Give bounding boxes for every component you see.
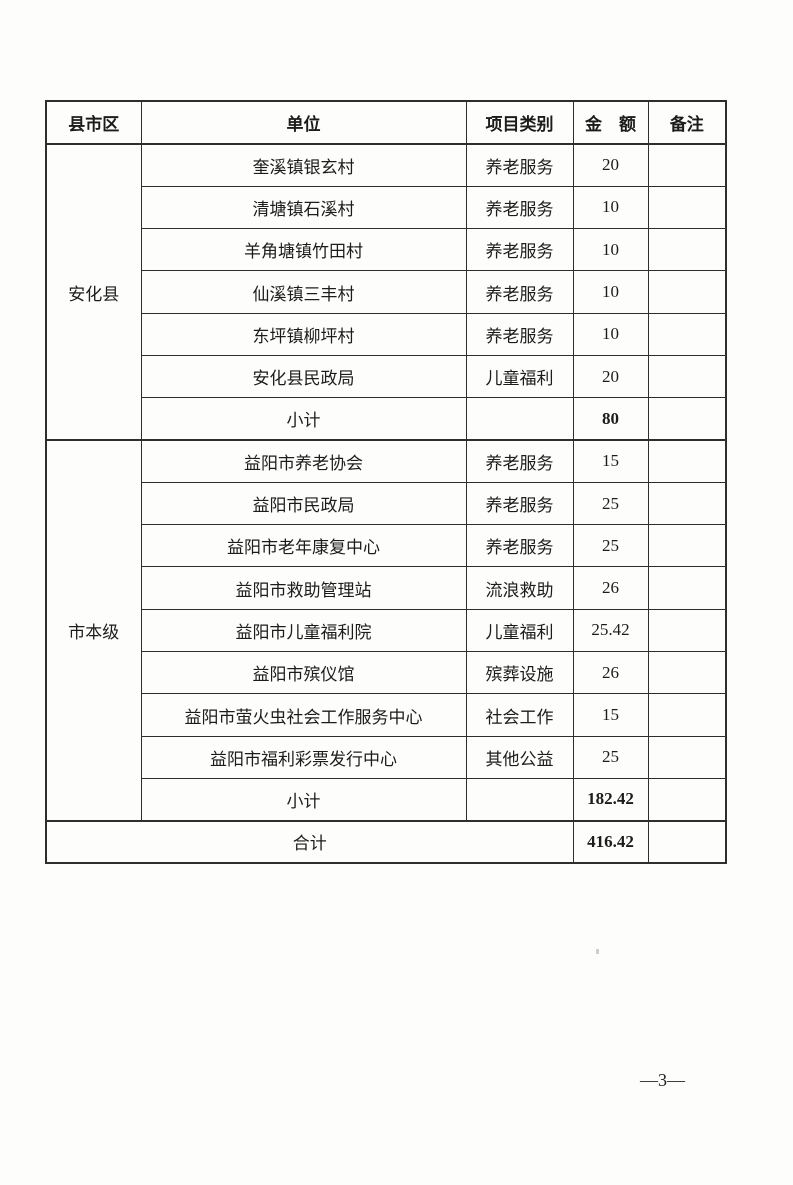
category-cell: 养老服务 bbox=[465, 228, 574, 272]
note-cell bbox=[647, 566, 727, 610]
category-cell: 其他公益 bbox=[465, 735, 574, 779]
funding-allocation-table: 县市区 单位 项目类别 金 额 备注 安化县 奎溪镇银玄村 养老服务 20 清塘… bbox=[45, 100, 727, 865]
subtotal-row: 小计 182.42 bbox=[46, 777, 727, 822]
unit-cell: 安化县民政局 bbox=[140, 354, 467, 399]
category-cell bbox=[465, 397, 574, 441]
category-cell: 养老服务 bbox=[465, 439, 574, 483]
amount-cell: 25.42 bbox=[572, 608, 649, 653]
unit-cell: 益阳市老年康复中心 bbox=[140, 524, 467, 568]
note-cell bbox=[647, 185, 727, 230]
subtotal-amount-cell: 80 bbox=[572, 397, 649, 441]
table-row: 市本级 益阳市养老协会 养老服务 15 bbox=[45, 439, 727, 822]
table-row: 益阳市萤火虫社会工作服务中心 社会工作 15 bbox=[46, 693, 727, 737]
amount-cell: 26 bbox=[572, 651, 649, 695]
amount-cell: 10 bbox=[572, 270, 649, 314]
note-cell bbox=[647, 354, 727, 399]
table-row: 羊角塘镇竹田村 养老服务 10 bbox=[46, 228, 727, 272]
category-cell: 养老服务 bbox=[465, 142, 574, 187]
header-note: 备注 bbox=[647, 100, 727, 145]
note-cell bbox=[647, 651, 727, 695]
amount-cell: 25 bbox=[572, 735, 649, 779]
header-amount: 金 额 bbox=[572, 100, 649, 145]
table-row: 益阳市老年康复中心 养老服务 25 bbox=[46, 524, 727, 568]
note-cell bbox=[647, 270, 727, 314]
unit-cell: 仙溪镇三丰村 bbox=[140, 270, 467, 314]
subtotal-label-cell: 小计 bbox=[140, 777, 467, 822]
amount-cell: 20 bbox=[572, 142, 649, 187]
note-cell bbox=[647, 777, 727, 822]
amount-cell: 10 bbox=[572, 185, 649, 230]
category-cell: 社会工作 bbox=[465, 693, 574, 737]
table-row: 东坪镇柳坪村 养老服务 10 bbox=[46, 312, 727, 356]
category-cell: 儿童福利 bbox=[465, 608, 574, 653]
note-cell bbox=[647, 397, 727, 441]
amount-cell: 26 bbox=[572, 566, 649, 610]
note-cell bbox=[647, 735, 727, 779]
unit-cell: 益阳市养老协会 bbox=[140, 439, 467, 483]
unit-cell: 益阳市救助管理站 bbox=[140, 566, 467, 610]
category-cell: 养老服务 bbox=[465, 185, 574, 230]
region-cell: 安化县 bbox=[45, 142, 142, 441]
unit-cell: 益阳市民政局 bbox=[140, 481, 467, 526]
category-cell: 养老服务 bbox=[465, 524, 574, 568]
amount-cell: 25 bbox=[572, 481, 649, 526]
header-row: 县市区 单位 项目类别 金 额 备注 bbox=[45, 100, 727, 145]
note-cell bbox=[647, 481, 727, 526]
amount-cell: 25 bbox=[572, 524, 649, 568]
unit-cell: 益阳市萤火虫社会工作服务中心 bbox=[140, 693, 467, 737]
category-cell bbox=[465, 777, 574, 822]
table-row: 清塘镇石溪村 养老服务 10 bbox=[46, 185, 727, 230]
unit-cell: 益阳市福利彩票发行中心 bbox=[140, 735, 467, 779]
note-cell bbox=[647, 439, 727, 483]
note-cell bbox=[647, 693, 727, 737]
region-cell: 市本级 bbox=[45, 439, 142, 822]
subtotal-amount-cell: 182.42 bbox=[572, 777, 649, 822]
note-cell bbox=[647, 312, 727, 356]
unit-cell: 益阳市儿童福利院 bbox=[140, 608, 467, 653]
table-row: 安化县民政局 儿童福利 20 bbox=[46, 354, 727, 399]
note-cell bbox=[647, 524, 727, 568]
subtotal-label-cell: 小计 bbox=[140, 397, 467, 441]
header-region: 县市区 bbox=[45, 100, 142, 145]
category-cell: 养老服务 bbox=[465, 481, 574, 526]
unit-cell: 清塘镇石溪村 bbox=[140, 185, 467, 230]
subtotal-row: 小计 80 bbox=[46, 397, 727, 441]
table-row: 益阳市殡仪馆 殡葬设施 26 bbox=[46, 651, 727, 695]
amount-cell: 10 bbox=[572, 312, 649, 356]
table-row: 益阳市民政局 养老服务 25 bbox=[46, 481, 727, 526]
category-cell: 儿童福利 bbox=[465, 354, 574, 399]
page-number: —3— bbox=[640, 1070, 685, 1090]
category-cell: 流浪救助 bbox=[465, 566, 574, 610]
category-cell: 殡葬设施 bbox=[465, 651, 574, 695]
note-cell bbox=[647, 608, 727, 653]
scan-artifact-speck bbox=[596, 949, 599, 954]
total-label-cell: 合计 bbox=[45, 819, 574, 864]
table-row: 益阳市救助管理站 流浪救助 26 bbox=[46, 566, 727, 610]
unit-cell: 东坪镇柳坪村 bbox=[140, 312, 467, 356]
table-row: 益阳市儿童福利院 儿童福利 25.42 bbox=[46, 608, 727, 653]
table-row: 安化县 奎溪镇银玄村 养老服务 20 bbox=[45, 142, 727, 441]
amount-cell: 15 bbox=[572, 693, 649, 737]
unit-cell: 奎溪镇银玄村 bbox=[140, 142, 467, 187]
category-cell: 养老服务 bbox=[465, 270, 574, 314]
note-cell bbox=[647, 142, 727, 187]
note-cell bbox=[647, 228, 727, 272]
header-unit: 单位 bbox=[140, 100, 467, 145]
amount-cell: 10 bbox=[572, 228, 649, 272]
header-category: 项目类别 bbox=[465, 100, 574, 145]
amount-cell: 15 bbox=[572, 439, 649, 483]
total-row: 合计 416.42 bbox=[45, 819, 727, 864]
unit-cell: 羊角塘镇竹田村 bbox=[140, 228, 467, 272]
unit-cell: 益阳市殡仪馆 bbox=[140, 651, 467, 695]
total-amount-cell: 416.42 bbox=[572, 819, 649, 864]
amount-cell: 20 bbox=[572, 354, 649, 399]
table-row: 仙溪镇三丰村 养老服务 10 bbox=[46, 270, 727, 314]
note-cell bbox=[647, 819, 727, 864]
category-cell: 养老服务 bbox=[465, 312, 574, 356]
table-row: 益阳市福利彩票发行中心 其他公益 25 bbox=[46, 735, 727, 779]
